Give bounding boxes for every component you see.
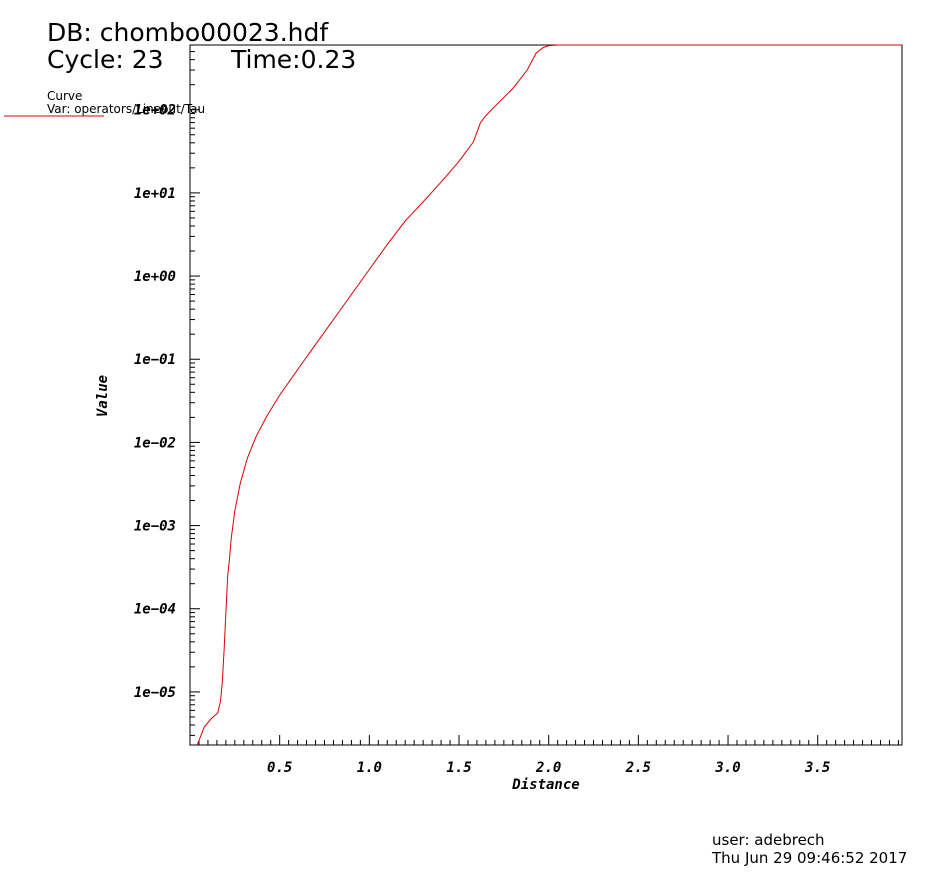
y-axis-title: Value [95,375,111,417]
footer-date: Thu Jun 29 09:46:52 2017 [712,849,908,867]
x-tick-label: 0.5 [267,760,292,776]
db-title: DB: chombo00023.hdf [47,18,329,47]
y-tick-label: 1e−04 [134,602,176,618]
cycle-label: Cycle: 23 [47,45,164,74]
y-tick-label: 1e+01 [134,186,176,202]
x-tick-label: 2.0 [535,760,561,776]
time-label: Time:0.23 [231,45,357,74]
legend-title: Curve [47,89,83,103]
x-tick-label: 1.5 [446,760,471,776]
plot-frame [189,44,903,746]
x-axis-title: Distance [511,777,579,793]
series-group [196,44,902,746]
x-tick-label: 3.5 [804,760,830,776]
y-tick-label: 1e+00 [134,269,176,285]
series-line [196,44,902,746]
footer-user: user: adebrech [712,831,825,849]
y-tick-label: 1e−01 [134,352,176,368]
x-tick-label: 1.0 [357,760,382,776]
axis-tick-labels: 0.5 1.0 1.5 2.0 2.5 3.0 3.5 1e−05 1e−04 1e−03 1e−0… [134,103,831,776]
y-tick-label: 1e−02 [134,435,176,451]
axis-ticks [190,44,899,745]
y-tick-label: 1e−03 [134,519,176,535]
x-tick-label: 3.0 [714,760,740,776]
y-tick-label: 1e+02 [134,103,176,119]
x-tick-label: 2.5 [625,760,651,776]
y-tick-label: 1e−05 [134,685,176,701]
legend-var-label: Var: operators/Lineout/Tau [47,102,206,116]
